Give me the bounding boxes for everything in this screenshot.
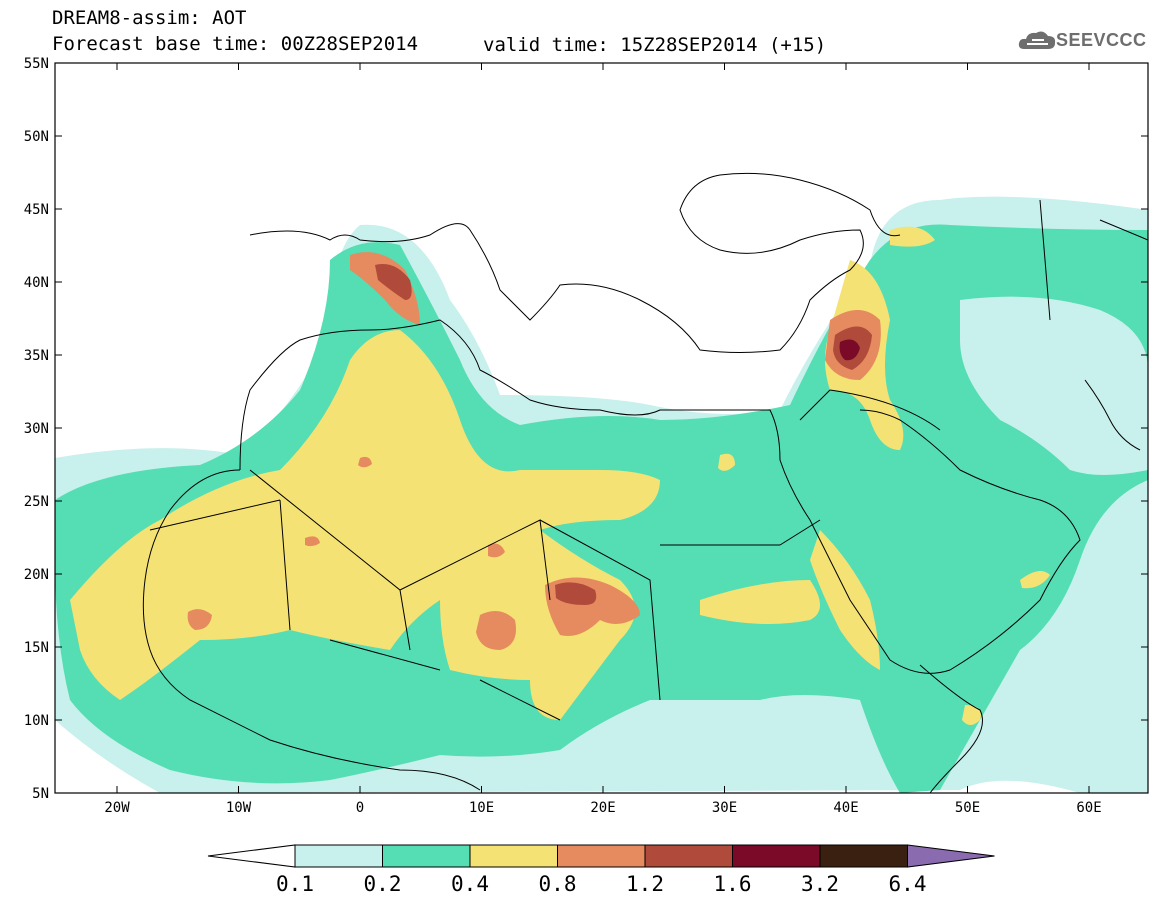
aot-field [55, 196, 1148, 793]
seevccc-logo: SEEVCCC [1056, 30, 1147, 50]
colorbar-level-label: 0.4 [451, 872, 489, 896]
lat-tick-label: 55N [24, 56, 49, 72]
colorbar-level-label: 0.1 [276, 872, 314, 896]
lat-tick-label: 35N [24, 348, 49, 364]
colorbar-level-label: 1.2 [626, 872, 664, 896]
lon-tick-label: 10W [226, 800, 252, 816]
colorbar-segment [557, 844, 646, 868]
lon-tick-label: 30E [712, 800, 737, 816]
lon-tick-label: 0 [356, 800, 364, 816]
colorbar-segment [382, 844, 471, 868]
lat-tick-label: 45N [24, 202, 49, 218]
colorbar-lower-extend [207, 844, 296, 868]
lon-tick-label: 50E [955, 800, 980, 816]
lat-tick-label: 30N [24, 421, 49, 437]
lat-tick-label: 15N [24, 640, 49, 656]
lat-tick-label: 50N [24, 129, 49, 145]
colorbar-level-label: 6.4 [888, 872, 927, 896]
colorbar-segment [294, 844, 383, 868]
colorbar-level-label: 0.8 [538, 872, 577, 896]
lat-tick-label: 20N [24, 567, 49, 583]
colorbar-upper-extend [907, 844, 995, 868]
colorbar-segment [819, 844, 908, 868]
colorbar-segment [732, 844, 821, 868]
longitude-axis: 20W 10W 0 10E 20E 30E 40E 50E 60E [104, 63, 1102, 816]
colorbar-level-label: 0.2 [363, 872, 402, 896]
colorbar-level-label: 3.2 [801, 872, 839, 896]
coastlines [142, 172, 1148, 793]
colorbar-level-label: 1.6 [713, 872, 752, 896]
colorbar-segment [644, 844, 733, 868]
lon-tick-label: 40E [833, 800, 858, 816]
colorbar-segment [469, 844, 558, 868]
lon-tick-label: 10E [469, 800, 494, 816]
lon-tick-label: 20W [104, 800, 130, 816]
lon-tick-label: 60E [1076, 800, 1101, 816]
map-title: DREAM8-assim: AOT [52, 7, 247, 29]
lat-tick-label: 10N [24, 713, 49, 729]
forecast-base-time: Forecast base time: 00Z28SEP2014 [52, 33, 419, 55]
lon-tick-label: 20E [590, 800, 615, 816]
colorbar [207, 844, 995, 868]
lat-tick-label: 5N [32, 786, 49, 802]
valid-time: valid time: 15Z28SEP2014 (+15) [483, 34, 827, 56]
cloud-logo-icon [1018, 31, 1056, 49]
latitude-axis: 55N 50N 45N 40N 35N 30N 25N 20N 15N 10N 5N [24, 56, 1148, 802]
lat-tick-label: 25N [24, 494, 49, 510]
lat-tick-label: 40N [24, 275, 49, 291]
